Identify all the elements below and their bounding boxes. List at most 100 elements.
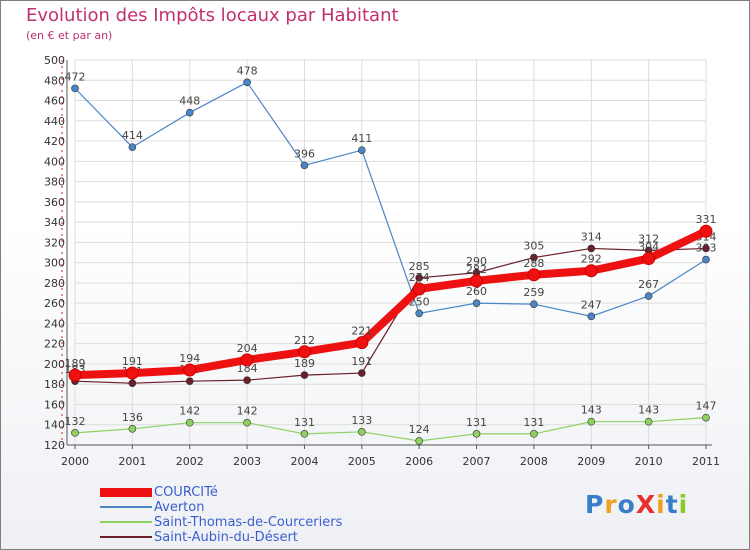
data-point bbox=[702, 413, 710, 422]
data-point bbox=[530, 300, 538, 308]
data-point bbox=[470, 274, 484, 288]
y-tick-label: 400 bbox=[44, 155, 65, 168]
x-tick-label: 2003 bbox=[233, 455, 261, 468]
data-point bbox=[128, 379, 137, 387]
y-tick-label: 340 bbox=[44, 216, 65, 229]
y-tick-label: 160 bbox=[44, 398, 65, 411]
legend-label-averton: Averton bbox=[154, 499, 205, 515]
data-label: 136 bbox=[122, 411, 143, 424]
data-label: 189 bbox=[65, 357, 86, 370]
logo-letter: o bbox=[617, 490, 636, 519]
data-point bbox=[243, 376, 251, 384]
data-point bbox=[68, 368, 82, 382]
data-point bbox=[300, 161, 309, 170]
data-point bbox=[128, 424, 137, 433]
data-point bbox=[125, 366, 139, 380]
data-label: 142 bbox=[237, 405, 258, 418]
data-label: 290 bbox=[466, 255, 487, 268]
data-label: 194 bbox=[179, 352, 200, 365]
data-point bbox=[702, 255, 710, 264]
data-point bbox=[412, 282, 426, 296]
data-point bbox=[584, 264, 598, 278]
data-point bbox=[587, 244, 596, 253]
series-line bbox=[74, 417, 707, 442]
data-point bbox=[183, 363, 197, 377]
y-tick-label: 280 bbox=[44, 277, 65, 290]
x-tick-label: 2006 bbox=[405, 455, 433, 468]
y-tick-label: 120 bbox=[44, 439, 65, 452]
data-label: 221 bbox=[351, 325, 372, 338]
data-point bbox=[300, 371, 309, 379]
legend-item-courcite: COURCITé bbox=[100, 485, 218, 500]
series-line bbox=[74, 81, 707, 317]
data-point bbox=[644, 292, 653, 300]
data-label: 132 bbox=[65, 415, 86, 428]
data-label: 247 bbox=[581, 298, 602, 311]
data-point bbox=[71, 84, 79, 93]
data-label: 184 bbox=[237, 362, 258, 375]
legend-label-saint-thomas: Saint-Thomas-de-Courceriers bbox=[154, 514, 343, 530]
series-line bbox=[71, 227, 710, 380]
legend-item-saint-aubin: Saint-Aubin-du-Désert bbox=[100, 529, 298, 545]
data-point bbox=[300, 430, 309, 438]
data-label: 472 bbox=[65, 70, 86, 83]
data-label: 331 bbox=[696, 213, 717, 226]
y-tick-label: 360 bbox=[44, 196, 65, 209]
legend-swatch-saint-aubin bbox=[100, 536, 152, 538]
data-label: 414 bbox=[122, 129, 143, 142]
data-label: 191 bbox=[122, 355, 143, 368]
y-tick-label: 240 bbox=[44, 317, 65, 330]
data-point bbox=[644, 417, 653, 426]
y-tick-label: 460 bbox=[44, 95, 65, 108]
data-point bbox=[243, 418, 251, 427]
x-tick-label: 2011 bbox=[692, 455, 720, 468]
data-label: 143 bbox=[638, 404, 659, 417]
data-point bbox=[297, 345, 311, 359]
y-tick-label: 180 bbox=[44, 378, 65, 391]
legend-swatch-courcite bbox=[100, 487, 152, 497]
data-label: 292 bbox=[581, 253, 602, 266]
y-tick-label: 300 bbox=[44, 257, 65, 270]
data-point bbox=[587, 312, 596, 321]
data-label: 259 bbox=[523, 286, 544, 299]
logo-letter: t bbox=[665, 490, 679, 519]
data-point bbox=[185, 377, 194, 385]
data-point bbox=[415, 437, 423, 445]
legend-label-saint-aubin: Saint-Aubin-du-Désert bbox=[154, 529, 298, 545]
data-point bbox=[530, 430, 538, 438]
data-point bbox=[699, 224, 713, 238]
data-point bbox=[530, 253, 538, 262]
y-tick-label: 200 bbox=[44, 358, 65, 371]
data-label: 274 bbox=[409, 271, 430, 284]
data-point bbox=[358, 369, 366, 377]
data-label: 288 bbox=[523, 257, 544, 270]
data-point bbox=[358, 428, 366, 436]
data-point bbox=[415, 274, 423, 282]
data-point bbox=[472, 299, 481, 307]
data-label: 314 bbox=[581, 230, 602, 243]
y-tick-label: 320 bbox=[44, 236, 65, 249]
data-label: 396 bbox=[294, 147, 315, 160]
data-label: 131 bbox=[294, 416, 315, 429]
data-point bbox=[642, 252, 656, 266]
y-tick-label: 380 bbox=[44, 176, 65, 189]
data-label: 282 bbox=[466, 263, 487, 276]
data-label: 131 bbox=[523, 416, 544, 429]
x-tick-label: 2004 bbox=[290, 455, 318, 468]
data-label: 478 bbox=[237, 64, 258, 77]
data-point bbox=[185, 108, 194, 117]
data-point bbox=[702, 244, 710, 253]
data-label: 448 bbox=[179, 95, 200, 108]
x-tick-label: 2001 bbox=[118, 455, 146, 468]
data-label: 267 bbox=[638, 278, 659, 291]
y-tick-label: 480 bbox=[44, 74, 65, 87]
data-label: 147 bbox=[696, 400, 717, 413]
legend-swatch-averton bbox=[100, 506, 152, 508]
y-tick-label: 420 bbox=[44, 135, 65, 148]
logo-letter: i bbox=[678, 490, 689, 519]
data-label: 143 bbox=[581, 404, 602, 417]
data-point bbox=[527, 268, 541, 282]
data-label: 260 bbox=[466, 285, 487, 298]
